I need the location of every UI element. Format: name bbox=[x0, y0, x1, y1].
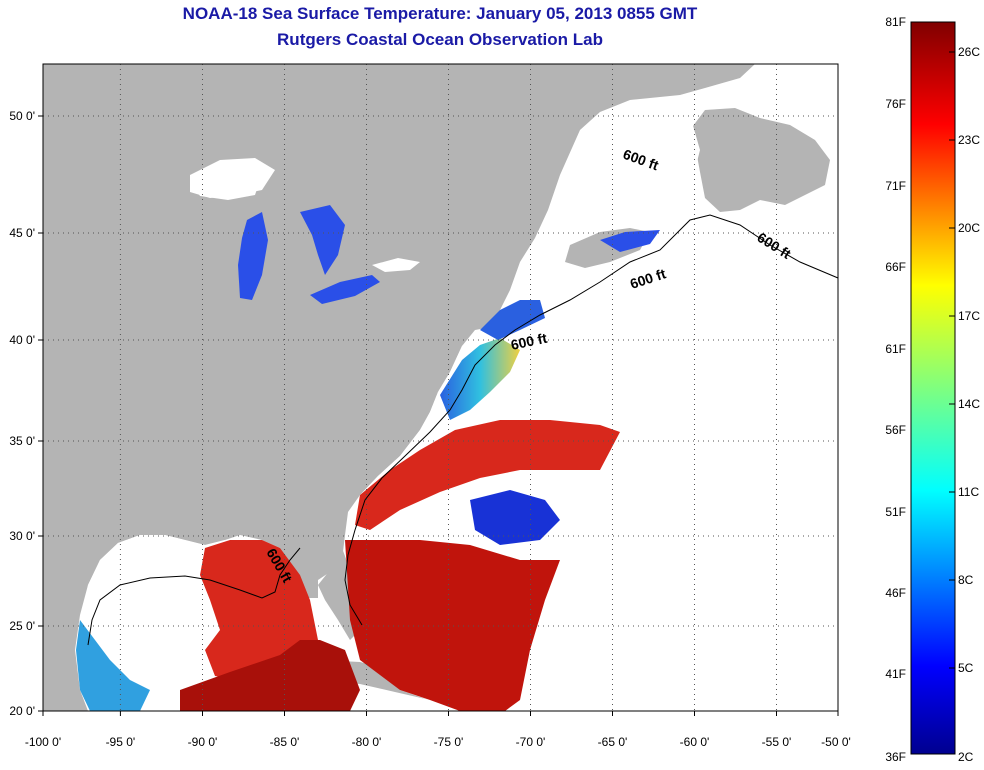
sst-cold-patch bbox=[470, 490, 560, 545]
colorbar-f-label: 56F bbox=[885, 423, 906, 437]
colorbar-c-label: 11C bbox=[958, 485, 979, 499]
colorbar-f-label: 61F bbox=[885, 342, 906, 356]
lon-tick-label: -85 0' bbox=[270, 735, 300, 749]
lon-tick-label: -75 0' bbox=[434, 735, 464, 749]
colorbar-f-label: 46F bbox=[885, 586, 906, 600]
colorbar-c-label: 20C bbox=[958, 221, 980, 235]
lon-tick-label: -50 0' bbox=[821, 735, 851, 749]
colorbar-f-label: 51F bbox=[885, 505, 906, 519]
lake-huron bbox=[300, 205, 345, 275]
map-subtitle: Rutgers Coastal Ocean Observation Lab bbox=[277, 30, 603, 49]
lat-tick-label: 20 0' bbox=[9, 704, 35, 718]
lat-tick-label: 30 0' bbox=[9, 529, 35, 543]
colorbar-c-label: 17C bbox=[958, 309, 980, 323]
lon-tick-label: -60 0' bbox=[680, 735, 710, 749]
lake-ontario bbox=[372, 258, 420, 272]
lake-superior bbox=[190, 158, 275, 198]
colorbar-f-label: 66F bbox=[885, 260, 906, 274]
colorbar-f-label: 76F bbox=[885, 97, 906, 111]
sst-shelf-north bbox=[480, 300, 545, 340]
lake-michigan bbox=[238, 212, 268, 300]
lon-tick-label: -80 0' bbox=[352, 735, 382, 749]
sst-gulf-shelf bbox=[76, 620, 150, 711]
colorbar-c-label: 23C bbox=[958, 133, 980, 147]
colorbar-f-label: 41F bbox=[885, 667, 906, 681]
map-title: NOAA-18 Sea Surface Temperature: January… bbox=[182, 4, 698, 23]
lat-tick-label: 35 0' bbox=[9, 434, 35, 448]
lat-tick-label: 45 0' bbox=[9, 226, 35, 240]
axis-ticks bbox=[38, 115, 839, 716]
colorbar-c-label: 5C bbox=[958, 661, 974, 675]
lon-tick-label: -95 0' bbox=[106, 735, 136, 749]
lat-tick-label: 25 0' bbox=[9, 619, 35, 633]
colorbar-c-label: 8C bbox=[958, 573, 974, 587]
lon-tick-label: -55 0' bbox=[762, 735, 792, 749]
sst-gulf-warm bbox=[200, 540, 318, 680]
lon-tick-label: -90 0' bbox=[188, 735, 218, 749]
sst-caribbean bbox=[180, 640, 360, 711]
sst-shelf-water bbox=[440, 338, 520, 420]
sst-gulf-stream bbox=[355, 420, 620, 530]
depth-label: 600 ft bbox=[509, 330, 548, 353]
isobath-600ft-gulf bbox=[87, 547, 301, 646]
lon-tick-label: -65 0' bbox=[598, 735, 628, 749]
map-border bbox=[42, 63, 839, 712]
colorbar-c-label: 14C bbox=[958, 397, 980, 411]
colorbar-c-label: 26C bbox=[958, 45, 980, 59]
colorbar bbox=[910, 21, 956, 755]
colorbar-f-label: 81F bbox=[885, 15, 906, 29]
lake-erie bbox=[310, 275, 380, 304]
isobath-600ft bbox=[344, 214, 839, 626]
lon-tick-label: -100 0' bbox=[25, 735, 61, 749]
lat-tick-label: 50 0' bbox=[9, 109, 35, 123]
colorbar-c-label: 2C bbox=[958, 750, 974, 764]
colorbar-c-ticks bbox=[949, 51, 955, 669]
colorbar-f-label: 36F bbox=[885, 750, 906, 764]
colorbar-f-label: 71F bbox=[885, 179, 906, 193]
lon-tick-label: -70 0' bbox=[516, 735, 546, 749]
lat-tick-label: 40 0' bbox=[9, 333, 35, 347]
land-newfoundland bbox=[690, 108, 830, 212]
land-north-america bbox=[43, 64, 755, 711]
cloud-gulf-of-st-lawrence bbox=[580, 115, 700, 220]
sst-warm-south bbox=[345, 540, 560, 711]
bay-of-fundy bbox=[600, 230, 660, 252]
